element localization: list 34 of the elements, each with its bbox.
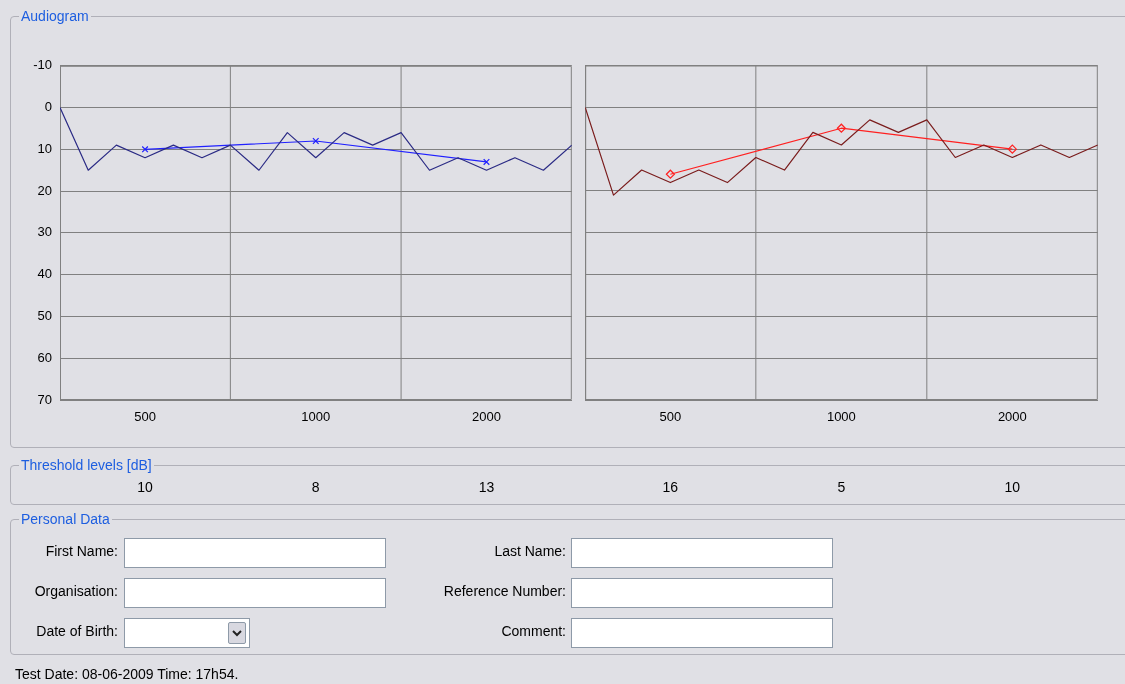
text: Test Date: 08-06-2009 Time: 17h54. (15, 666, 239, 682)
y-tick-label: 10 (37, 140, 52, 156)
point (312, 137, 320, 145)
x-tick-label: 1000 (826, 409, 856, 425)
text: Organisation: (34, 583, 118, 599)
y-tick-label: 30 (37, 224, 52, 240)
x-tick-label: 500 (134, 409, 156, 425)
y-tick-label: 0 (44, 99, 52, 115)
point (141, 145, 149, 153)
text: Last Name: (494, 543, 566, 559)
text: 13 (478, 479, 495, 495)
text: 10 (137, 479, 153, 495)
y-tick-label: 70 (37, 391, 52, 407)
text: Reference Number: (443, 583, 566, 599)
x-tick-label: 500 (659, 409, 682, 425)
x-tick-label: 2000 (472, 409, 501, 425)
y-tick-label: 60 (37, 349, 52, 365)
y-tick-label: 50 (37, 308, 52, 324)
text: 16 (662, 479, 679, 495)
x-tick-label: 2000 (997, 409, 1027, 425)
text: First Name: (45, 543, 118, 559)
text: Date of Birth: (36, 623, 118, 639)
chart-title: Audiogram (20, 8, 90, 24)
text: Threshold levels [dB] (20, 457, 153, 473)
y-tick-label: 40 (37, 266, 52, 282)
text: Personal Data (20, 511, 111, 527)
y-tick-label: -10 (33, 57, 52, 73)
text: Comment: (501, 623, 566, 639)
y-tick-label: 20 (37, 182, 52, 198)
text: 5 (837, 479, 846, 495)
text: 10 (1004, 479, 1021, 495)
text: 8 (311, 479, 320, 495)
point (483, 158, 490, 166)
x-tick-label: 1000 (301, 409, 331, 425)
